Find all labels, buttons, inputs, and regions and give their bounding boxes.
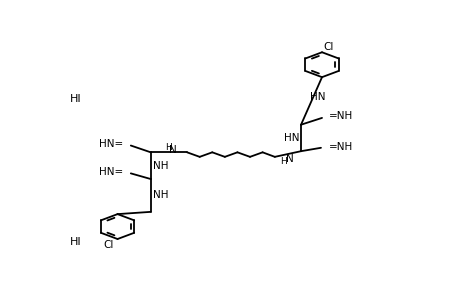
Text: Cl: Cl <box>324 41 334 52</box>
Text: HN: HN <box>284 133 299 143</box>
Text: HI: HI <box>70 238 82 248</box>
Text: =NH: =NH <box>329 111 353 121</box>
Text: N: N <box>169 145 177 155</box>
Text: HI: HI <box>70 94 82 104</box>
Text: N: N <box>286 154 294 164</box>
Text: HN: HN <box>310 92 325 102</box>
Text: =NH: =NH <box>329 142 353 152</box>
Text: H: H <box>166 143 172 152</box>
Text: HN=: HN= <box>98 139 123 149</box>
Text: NH: NH <box>153 191 168 201</box>
Text: Cl: Cl <box>104 240 114 250</box>
Text: NH: NH <box>153 161 168 171</box>
Text: H: H <box>280 158 287 166</box>
Text: HN=: HN= <box>98 167 123 177</box>
